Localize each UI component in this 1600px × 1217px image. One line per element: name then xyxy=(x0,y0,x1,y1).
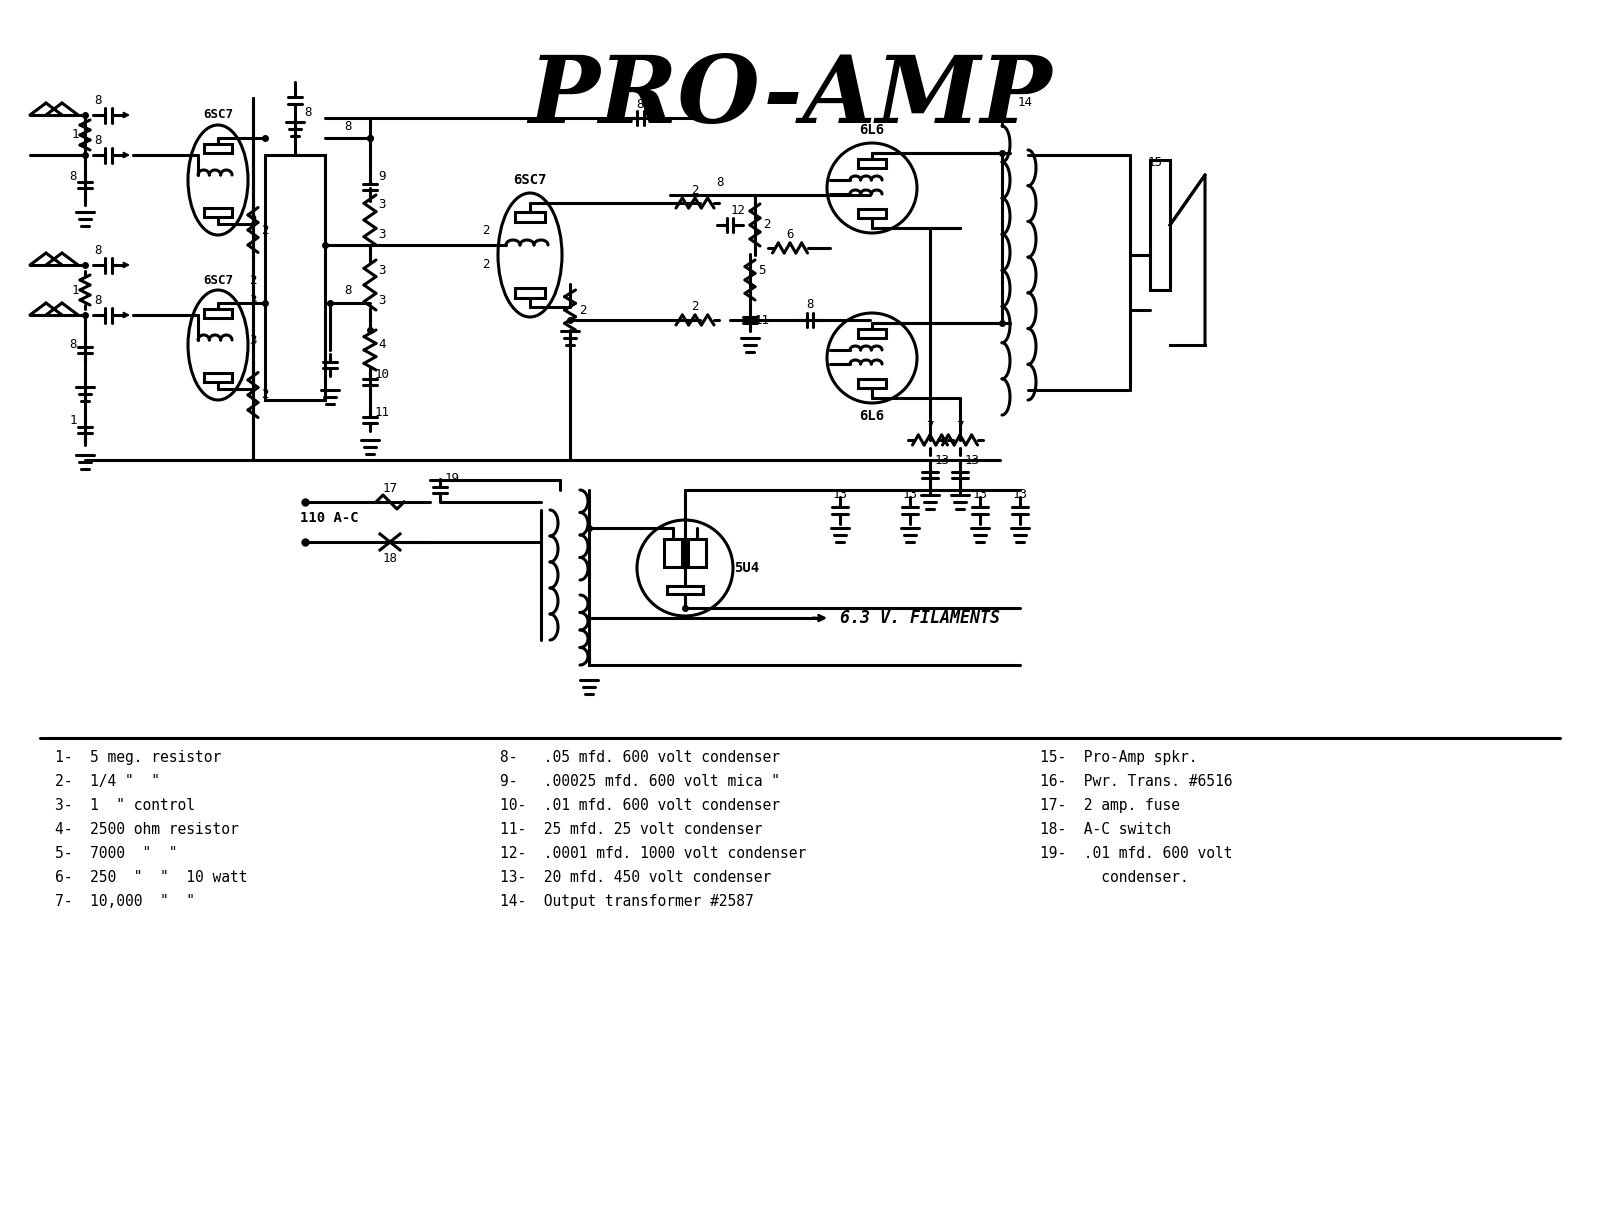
Text: 18-  A-C switch: 18- A-C switch xyxy=(1040,821,1171,837)
Text: 3: 3 xyxy=(250,293,258,307)
Text: 19: 19 xyxy=(445,471,459,484)
Text: 4-  2500 ohm resistor: 4- 2500 ohm resistor xyxy=(54,821,238,837)
Bar xyxy=(858,208,886,218)
Text: 17-  2 amp. fuse: 17- 2 amp. fuse xyxy=(1040,798,1181,813)
Bar xyxy=(205,308,232,318)
Text: 6L6: 6L6 xyxy=(859,123,885,138)
Text: 4: 4 xyxy=(378,338,386,352)
Text: 2: 2 xyxy=(691,299,699,313)
Text: 17: 17 xyxy=(382,482,397,494)
Text: 5U4: 5U4 xyxy=(734,561,760,574)
Text: 6: 6 xyxy=(786,228,794,241)
Text: 13: 13 xyxy=(934,454,949,467)
Bar xyxy=(664,539,682,567)
Text: 11: 11 xyxy=(374,405,389,419)
Text: 9: 9 xyxy=(378,170,386,184)
Text: 10-  .01 mfd. 600 volt condenser: 10- .01 mfd. 600 volt condenser xyxy=(499,798,781,813)
Text: 2: 2 xyxy=(763,219,771,231)
Text: 1: 1 xyxy=(72,284,78,297)
Text: 8-   .05 mfd. 600 volt condenser: 8- .05 mfd. 600 volt condenser xyxy=(499,750,781,765)
Text: 8: 8 xyxy=(344,285,352,297)
Text: 2: 2 xyxy=(250,213,258,226)
Text: 13: 13 xyxy=(973,488,987,500)
Text: 2-  1/4 "  ": 2- 1/4 " " xyxy=(54,774,160,789)
Text: 8: 8 xyxy=(344,119,352,133)
Text: 110 A-C: 110 A-C xyxy=(301,511,358,525)
Text: 14-  Output transformer #2587: 14- Output transformer #2587 xyxy=(499,894,754,909)
Text: 3: 3 xyxy=(378,293,386,307)
Text: 3: 3 xyxy=(378,198,386,212)
Text: 5-  7000  "  ": 5- 7000 " " xyxy=(54,846,178,860)
Text: 3: 3 xyxy=(250,333,258,347)
Bar xyxy=(266,155,325,400)
Text: 1: 1 xyxy=(69,414,77,426)
Text: 15-  Pro-Amp spkr.: 15- Pro-Amp spkr. xyxy=(1040,750,1197,765)
Text: 6SC7: 6SC7 xyxy=(203,108,234,122)
Text: 2: 2 xyxy=(483,224,490,236)
Bar xyxy=(858,378,886,387)
Bar xyxy=(667,587,702,594)
Text: 2: 2 xyxy=(691,185,699,197)
Text: 6SC7: 6SC7 xyxy=(514,173,547,187)
Bar xyxy=(688,539,706,567)
Bar xyxy=(1150,159,1170,290)
Text: 8: 8 xyxy=(69,337,77,350)
Bar xyxy=(515,212,546,221)
Text: 8: 8 xyxy=(69,169,77,183)
Text: 3-  1  " control: 3- 1 " control xyxy=(54,798,195,813)
Text: 7: 7 xyxy=(957,420,963,432)
Text: 13: 13 xyxy=(832,488,848,500)
Text: 8: 8 xyxy=(304,107,312,119)
Text: 13: 13 xyxy=(902,488,917,500)
Text: 8: 8 xyxy=(94,94,102,107)
Text: 19-  .01 mfd. 600 volt: 19- .01 mfd. 600 volt xyxy=(1040,846,1232,860)
Text: 2: 2 xyxy=(261,388,269,402)
Text: 15: 15 xyxy=(1149,157,1163,169)
Text: 11: 11 xyxy=(755,314,770,326)
Text: 8: 8 xyxy=(637,97,643,111)
Text: 3: 3 xyxy=(378,264,386,276)
Bar xyxy=(858,329,886,337)
Bar xyxy=(858,158,886,168)
Text: 6.3 V. FILAMENTS: 6.3 V. FILAMENTS xyxy=(840,608,1000,627)
Text: 6-  250  "  "  10 watt: 6- 250 " " 10 watt xyxy=(54,870,248,885)
Text: 8: 8 xyxy=(94,293,102,307)
Text: 5: 5 xyxy=(758,264,766,276)
Text: 8: 8 xyxy=(94,243,102,257)
Text: 13: 13 xyxy=(1013,488,1027,500)
Text: 7-  10,000  "  ": 7- 10,000 " " xyxy=(54,894,195,909)
Text: 12-  .0001 mfd. 1000 volt condenser: 12- .0001 mfd. 1000 volt condenser xyxy=(499,846,806,860)
Text: 9-   .00025 mfd. 600 volt mica ": 9- .00025 mfd. 600 volt mica " xyxy=(499,774,781,789)
Bar xyxy=(515,288,546,298)
Text: 13-  20 mfd. 450 volt condenser: 13- 20 mfd. 450 volt condenser xyxy=(499,870,771,885)
Text: 6L6: 6L6 xyxy=(859,409,885,424)
Text: 1: 1 xyxy=(72,129,78,141)
Text: 7: 7 xyxy=(926,420,934,432)
Text: 3: 3 xyxy=(378,229,386,241)
Text: 11-  25 mfd. 25 volt condenser: 11- 25 mfd. 25 volt condenser xyxy=(499,821,763,837)
Text: condenser.: condenser. xyxy=(1040,870,1189,885)
Text: 8: 8 xyxy=(717,175,723,189)
Text: 8: 8 xyxy=(94,134,102,146)
Text: 16-  Pwr. Trans. #6516: 16- Pwr. Trans. #6516 xyxy=(1040,774,1232,789)
Text: 13: 13 xyxy=(965,454,979,467)
Bar xyxy=(205,144,232,152)
Text: 2: 2 xyxy=(250,274,258,286)
Text: 6SC7: 6SC7 xyxy=(203,274,234,286)
Bar xyxy=(205,208,232,217)
Text: 2: 2 xyxy=(261,224,269,236)
Text: 14: 14 xyxy=(1018,96,1034,110)
Bar xyxy=(205,372,232,381)
Text: 18: 18 xyxy=(382,551,397,565)
Text: PRO-AMP: PRO-AMP xyxy=(528,52,1051,142)
Text: 2: 2 xyxy=(483,258,490,271)
Text: 2: 2 xyxy=(579,303,587,316)
Text: 8: 8 xyxy=(806,298,814,312)
Text: 12: 12 xyxy=(731,203,746,217)
Text: 1-  5 meg. resistor: 1- 5 meg. resistor xyxy=(54,750,221,765)
Text: 10: 10 xyxy=(374,369,389,381)
